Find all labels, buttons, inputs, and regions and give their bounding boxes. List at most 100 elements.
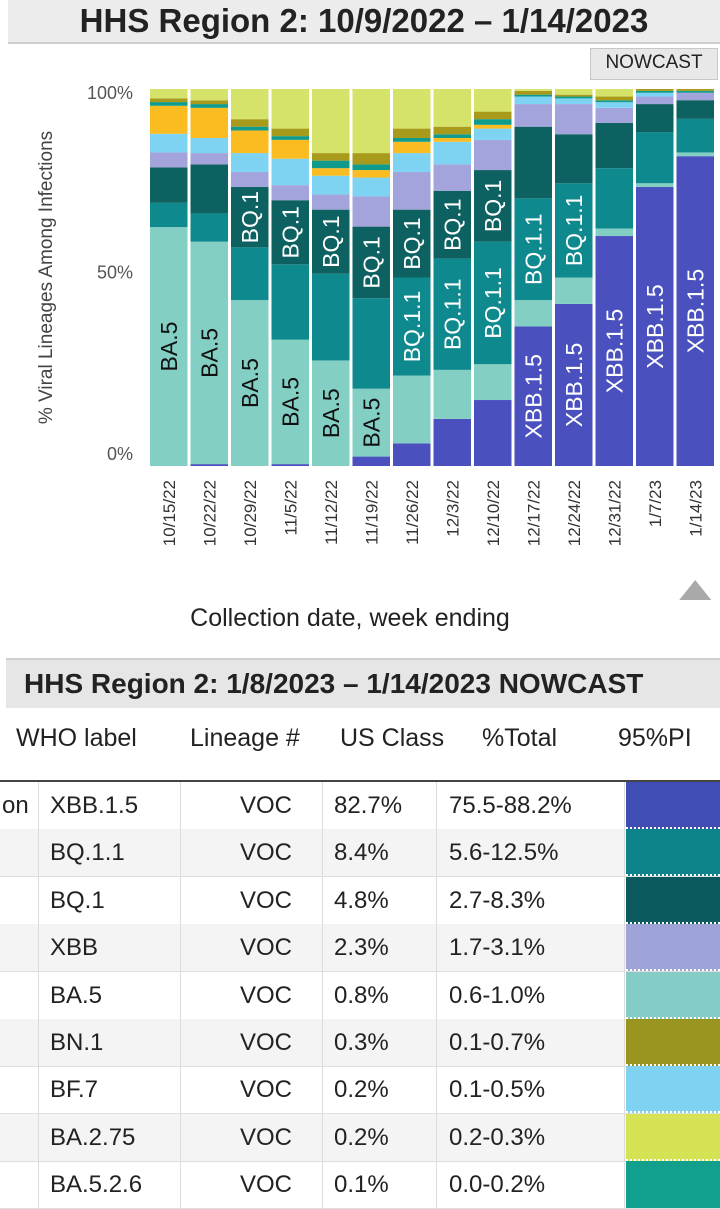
bar-segment xyxy=(150,98,188,103)
nowcast-marker-icon xyxy=(679,580,712,600)
bar-segment xyxy=(271,136,309,140)
total-cell: 8.4% xyxy=(334,839,389,867)
bar-segment xyxy=(555,96,593,99)
column-divider xyxy=(180,1113,181,1161)
nowcast-label: NOWCAST xyxy=(590,48,718,80)
bar-segment xyxy=(433,141,471,165)
bar-segment xyxy=(190,100,228,105)
bar-segment xyxy=(433,134,471,139)
table-header: WHO label Lineage # US Class %Total 95%P… xyxy=(0,712,720,782)
column-divider xyxy=(624,924,625,972)
bar-segment xyxy=(352,388,390,457)
bar-segment xyxy=(352,153,390,165)
bar-label: BA.5 xyxy=(156,322,182,372)
column-divider xyxy=(436,1019,437,1066)
bar-segment xyxy=(352,456,390,466)
class-cell: VOC xyxy=(240,1029,293,1056)
clipped-label-fragment: on xyxy=(2,792,29,819)
bar-segment xyxy=(312,168,350,176)
bar-segment xyxy=(433,164,471,191)
bar-segment xyxy=(514,94,552,97)
y-tick-label: 100% xyxy=(87,83,133,103)
chart-title-bar: HHS Region 2: 10/9/2022 – 1/14/2023 xyxy=(8,0,720,44)
bar-label: BA.5 xyxy=(196,328,222,378)
column-divider xyxy=(180,876,181,924)
bar-segment xyxy=(474,364,512,401)
bar-segment xyxy=(555,104,593,135)
y-tick-label: 50% xyxy=(97,263,133,283)
column-divider xyxy=(180,1161,181,1209)
bar-segment xyxy=(352,89,390,154)
bar-segment xyxy=(676,152,714,157)
table-row: BA.5 VOC 0.8% 0.6-1.0% xyxy=(0,971,720,1020)
pi-cell: 2.7-8.3% xyxy=(449,886,546,914)
bar-segment xyxy=(352,170,390,178)
column-divider xyxy=(322,1161,323,1209)
bar-segment xyxy=(312,153,350,161)
bar-segment xyxy=(312,89,350,154)
bar-segment xyxy=(474,139,512,171)
column-divider xyxy=(436,924,437,972)
column-divider xyxy=(436,971,437,1019)
header-lineage: Lineage # xyxy=(190,724,300,752)
bar-segment xyxy=(595,228,633,237)
bar-segment xyxy=(393,89,431,129)
x-tick-label: 12/10/22 xyxy=(484,480,503,546)
pi-cell: 75.5-88.2% xyxy=(449,792,572,819)
bar-label: BQ.1 xyxy=(277,206,303,258)
bar-label: BQ.1.1 xyxy=(439,278,465,350)
bar-segment xyxy=(231,153,269,172)
bar-segment xyxy=(636,92,674,97)
total-cell: 4.8% xyxy=(334,886,389,914)
column-divider xyxy=(38,1066,39,1114)
class-cell: VOC xyxy=(240,1123,293,1151)
bar-segment xyxy=(595,100,633,103)
table-row: XBB VOC 2.3% 1.7-3.1% xyxy=(0,924,720,973)
bar-segment xyxy=(555,94,593,97)
lineage-cell: BA.5 xyxy=(50,981,103,1009)
bar-segment xyxy=(393,153,431,172)
x-tick-label: 12/3/22 xyxy=(443,480,462,537)
bar-segment xyxy=(271,89,309,129)
bar-segment xyxy=(312,360,350,466)
column-divider xyxy=(322,782,323,829)
lineage-cell: BQ.1 xyxy=(50,886,105,914)
bar-segment xyxy=(271,339,309,465)
bar-segment xyxy=(474,170,512,242)
bar-segment xyxy=(433,126,471,135)
header-us-class: US Class xyxy=(340,724,445,752)
bars-group xyxy=(150,89,714,466)
table-row: BN.1 VOC 0.3% 0.1-0.7% xyxy=(0,1019,720,1067)
bar-segment xyxy=(150,105,188,134)
pi-cell: 0.2-0.3% xyxy=(449,1123,546,1151)
bar-label: XBB.1.5 xyxy=(682,269,708,353)
bar-segment xyxy=(150,227,188,466)
bar-segment xyxy=(150,202,188,228)
color-swatch xyxy=(626,1019,720,1066)
bar-segment xyxy=(393,375,431,444)
x-tick-label: 1/14/23 xyxy=(686,480,705,537)
total-cell: 82.7% xyxy=(334,792,403,819)
column-divider xyxy=(38,924,39,972)
column-divider xyxy=(38,829,39,877)
bar-segment xyxy=(271,200,309,265)
stacked-bar-chart: BA.5 BA.5 BA.5 BA.5 BA.5 BA.5 BQ.1 BQ.1 BQ.1 BQ.1… xyxy=(36,83,714,600)
bar-segment xyxy=(433,258,471,370)
pi-cell: 5.6-12.5% xyxy=(449,839,559,867)
bar-label: BQ.1 xyxy=(439,199,465,251)
column-divider xyxy=(322,829,323,877)
bar-segment xyxy=(231,187,269,248)
class-cell: VOC xyxy=(240,886,293,914)
column-divider xyxy=(436,829,437,877)
bar-label: BQ.1 xyxy=(480,180,506,232)
column-divider xyxy=(624,1113,625,1161)
total-cell: 0.8% xyxy=(334,981,389,1009)
pi-cell: 0.6-1.0% xyxy=(449,981,546,1009)
bar-label: BQ.1.1 xyxy=(520,213,546,285)
column-divider xyxy=(180,924,181,972)
column-divider xyxy=(180,829,181,877)
x-axis-title: Collection date, week ending xyxy=(190,604,510,632)
bar-label: XBB.1.5 xyxy=(520,354,546,438)
lineage-cell: BQ.1.1 xyxy=(50,839,125,867)
bar-segment xyxy=(150,89,188,99)
